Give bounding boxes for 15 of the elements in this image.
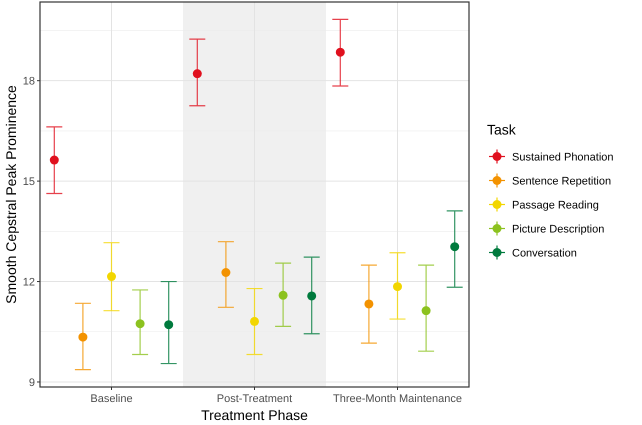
y-axis-title: Smooth Cepstral Peak Prominence bbox=[3, 84, 19, 304]
legend-label: Picture Description bbox=[512, 223, 604, 236]
legend-label: Sustained Phonation bbox=[512, 151, 614, 164]
x-axis-title: Treatment Phase bbox=[201, 407, 308, 423]
y-tick-label: 18 bbox=[22, 76, 35, 88]
x-tick-label: Baseline bbox=[90, 393, 133, 405]
x-tick-label: Post-Treatment bbox=[216, 393, 292, 405]
y-tick-label: 9 bbox=[28, 376, 35, 389]
legend-label: Conversation bbox=[512, 247, 577, 260]
y-tick-label: 12 bbox=[22, 276, 35, 288]
legend-label: Passage Reading bbox=[512, 199, 599, 212]
legend-label: Sentence Repetition bbox=[512, 175, 612, 188]
y-tick-label: 15 bbox=[22, 176, 35, 188]
x-tick-label: Three-Month Maintenance bbox=[332, 393, 462, 405]
legend-title: Task bbox=[487, 122, 517, 138]
